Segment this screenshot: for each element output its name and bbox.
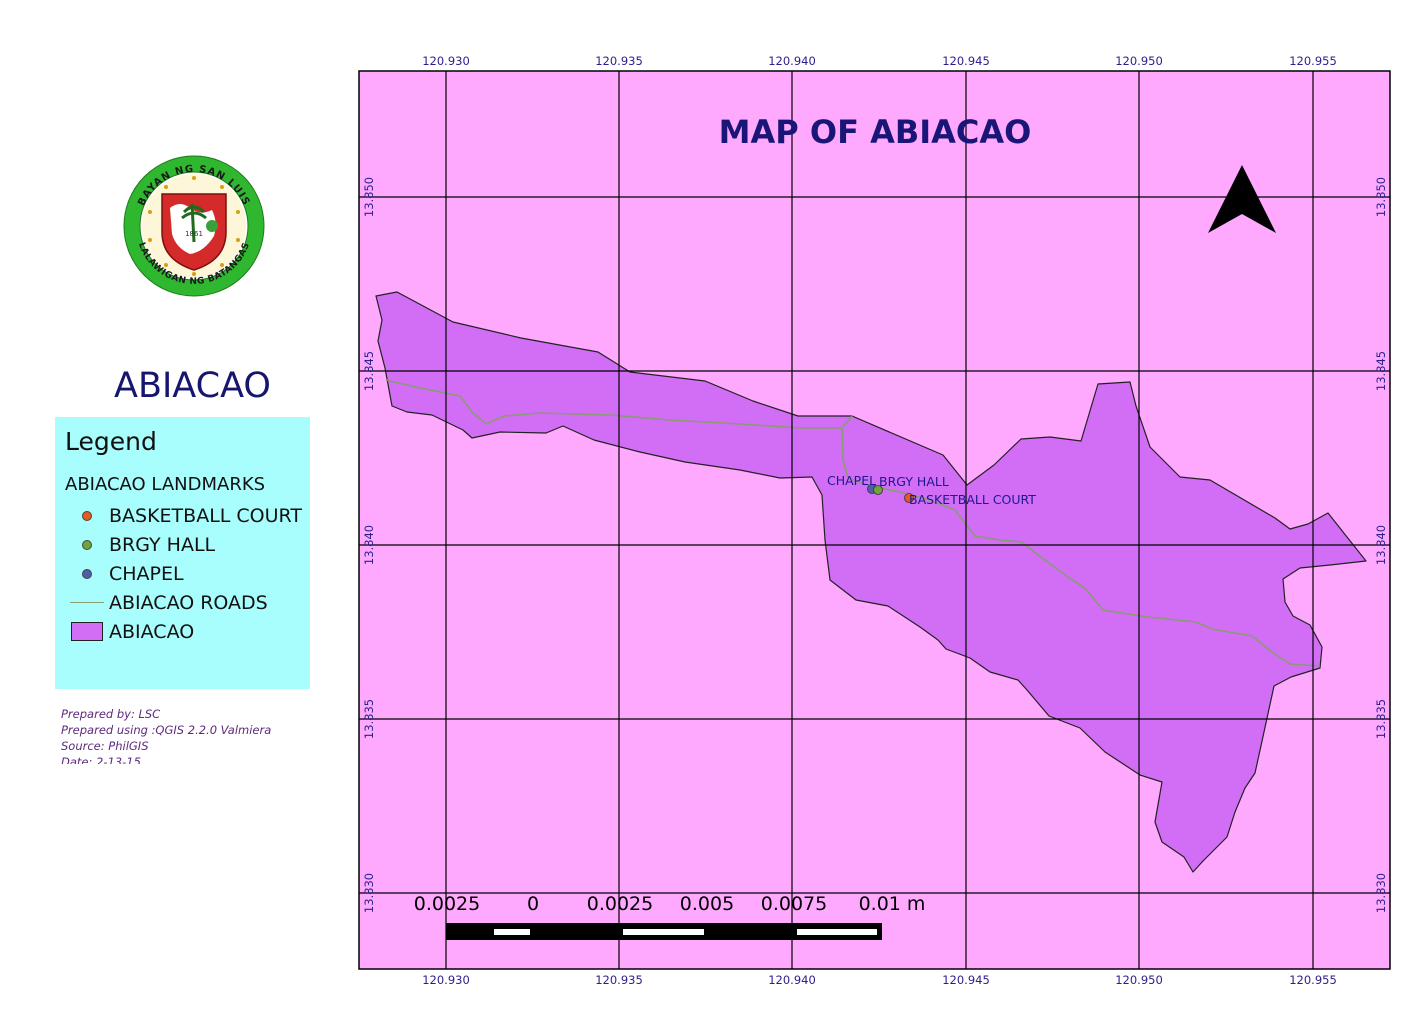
latitude-label: 13.830: [1374, 873, 1388, 913]
credit-line: Prepared by: LSC: [61, 707, 161, 721]
scale-label: 0: [527, 893, 539, 915]
latitude-label: 13.845: [1374, 351, 1388, 391]
latitude-label: 13.840: [362, 525, 376, 565]
point-symbol-icon: [82, 539, 92, 550]
credit-line: Date: 2-13-15: [61, 755, 141, 764]
longitude-label: 120.935: [595, 973, 643, 987]
point-symbol-icon: [82, 568, 92, 579]
line-symbol-icon: [70, 602, 104, 603]
legend-item-basketball-court: BASKETBALL COURT: [65, 501, 310, 530]
latitude-label: 13.840: [1374, 525, 1388, 565]
longitude-label: 120.930: [422, 973, 470, 987]
legend-title: Legend: [65, 427, 157, 456]
scale-bar: 0.0025 0 0.0025 0.005 0.0075 0.01 m: [414, 893, 926, 940]
map-credits: Prepared by: LSC Prepared using :QGIS 2.…: [61, 706, 301, 764]
longitude-label: 120.940: [768, 54, 816, 68]
latitude-label: 13.845: [362, 351, 376, 391]
latitude-label: 13.850: [1374, 177, 1388, 217]
brgy-hall-label: BRGY HALL: [879, 474, 949, 489]
longitude-label: 120.950: [1115, 54, 1163, 68]
scale-label: 0.01 m: [859, 893, 926, 915]
credit-line: Source: PhilGIS: [61, 739, 149, 753]
legend-group-label: ABIACAO LANDMARKS: [65, 474, 266, 495]
north-arrow-icon: [1208, 165, 1276, 233]
latitude-label: 13.835: [1374, 699, 1388, 739]
seal-year: 1861: [185, 230, 203, 238]
legend-item-boundary: ABIACAO: [65, 617, 310, 646]
latitude-label: 13.830: [362, 873, 376, 913]
longitude-label: 120.955: [1289, 54, 1337, 68]
scale-label: 0.0075: [761, 893, 827, 915]
polygon-symbol-icon: [71, 622, 103, 641]
legend-item-label: BASKETBALL COURT: [109, 504, 302, 527]
longitude-label: 120.945: [942, 973, 990, 987]
credit-line: Prepared using :QGIS 2.2.0 Valmiera: [61, 723, 272, 737]
longitude-label: 120.950: [1115, 973, 1163, 987]
graticule: [359, 71, 1390, 969]
legend-item-label: ABIACAO ROADS: [109, 591, 268, 614]
brgy-hall-marker[interactable]: [873, 485, 883, 495]
legend-item-chapel: CHAPEL: [65, 559, 310, 588]
point-symbol-icon: [82, 510, 92, 521]
longitude-label: 120.945: [942, 54, 990, 68]
abiacao-road[interactable]: [385, 379, 853, 429]
longitude-label: 120.955: [1289, 973, 1337, 987]
longitude-label: 120.935: [595, 54, 643, 68]
latitude-label: 13.850: [362, 177, 376, 217]
longitude-label: 120.930: [422, 54, 470, 68]
municipal-seal-logo: 1861 BAYAN NG SAN LUIS LALAWIGAN NG BATA…: [123, 155, 265, 297]
longitude-label: 120.940: [768, 973, 816, 987]
place-name-heading: ABIACAO: [114, 366, 271, 406]
abiacao-boundary-polygon[interactable]: [375, 291, 1367, 873]
latitude-label: 13.835: [362, 699, 376, 739]
map-title: MAP OF ABIACAO: [719, 113, 1032, 151]
legend-item-label: CHAPEL: [109, 562, 184, 585]
map-legend: Legend ABIACAO LANDMARKS BASKETBALL COUR…: [55, 417, 310, 689]
legend-item-label: BRGY HALL: [109, 533, 216, 556]
scale-label: 0.005: [680, 893, 734, 915]
legend-item-roads: ABIACAO ROADS: [65, 588, 310, 617]
basketball-court-label: BASKETBALL COURT: [909, 492, 1036, 507]
basketball-court-marker[interactable]: [904, 493, 914, 503]
chapel-label: CHAPEL: [827, 473, 876, 488]
legend-item-label: ABIACAO: [109, 620, 195, 643]
legend-item-brgy-hall: BRGY HALL: [65, 530, 310, 559]
scale-label: 0.0025: [414, 893, 480, 915]
scale-label: 0.0025: [587, 893, 653, 915]
